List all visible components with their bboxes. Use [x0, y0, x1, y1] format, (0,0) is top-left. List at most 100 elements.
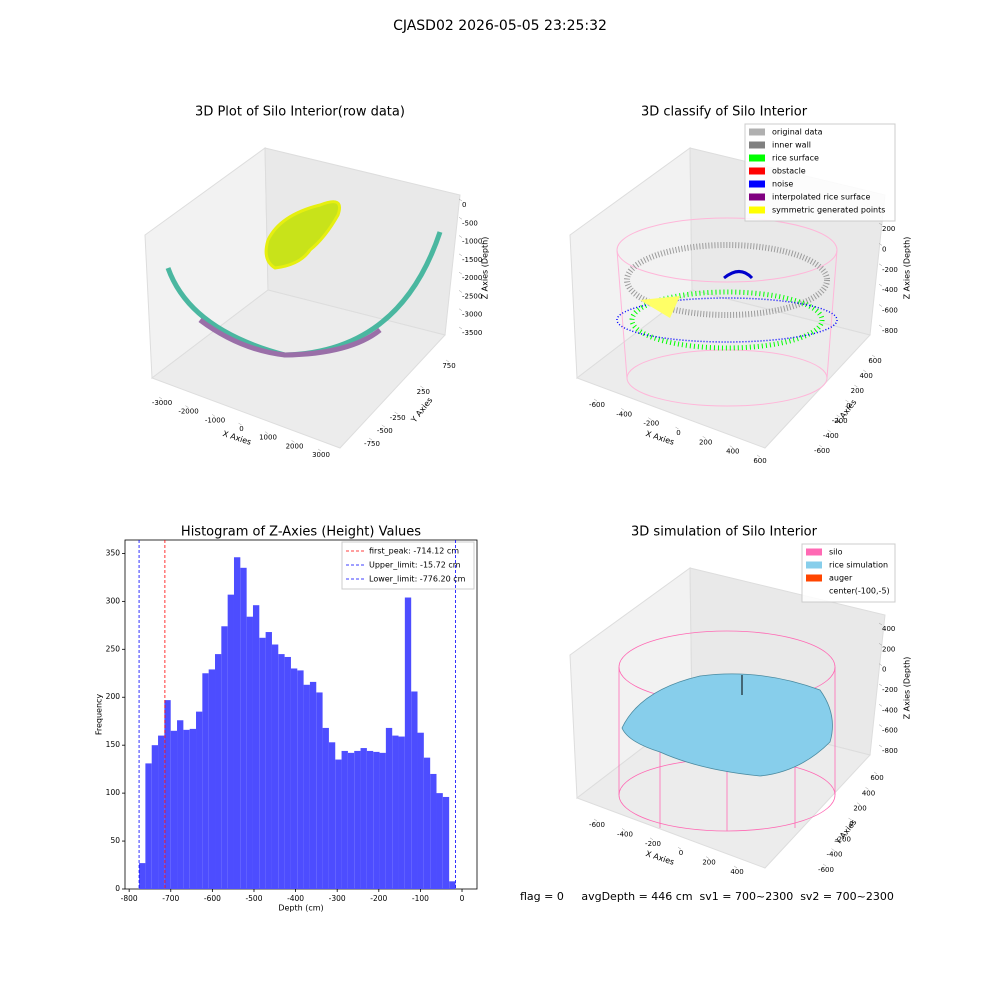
z-tick — [458, 271, 463, 275]
y-tick-label: -250 — [390, 414, 406, 422]
legend-patch — [806, 587, 822, 595]
z-tick-label: 0 — [462, 201, 466, 209]
y-tick-label: 250 — [417, 388, 430, 396]
y-tick-label: 150 — [106, 740, 121, 749]
x-tick-label: -600 — [589, 821, 605, 829]
x-tick-label: 600 — [753, 457, 766, 465]
x-tick — [621, 408, 625, 411]
bar — [139, 863, 146, 889]
legend-patch — [749, 141, 765, 149]
x-tick-label: -3000 — [152, 399, 172, 407]
y-tick — [420, 385, 424, 389]
legend-label: obstacle — [772, 167, 806, 176]
legend-label: rice surface — [772, 154, 819, 163]
x-tick-label: -200 — [370, 894, 387, 903]
y-tick-label: -200 — [832, 417, 848, 425]
y-tick — [865, 787, 869, 790]
row-data-blob — [264, 200, 341, 270]
bar — [404, 597, 412, 889]
bar — [373, 751, 380, 889]
z-tick — [878, 744, 883, 748]
bar — [366, 750, 374, 889]
z-tick — [458, 198, 463, 202]
z-tick-label: -500 — [462, 219, 478, 227]
classify-cloud — [616, 217, 838, 407]
bar — [252, 605, 260, 889]
z-tick — [878, 643, 883, 646]
x-tick-label: 3000 — [312, 451, 330, 459]
z-tick-label: -3000 — [462, 311, 482, 319]
bar — [360, 748, 367, 889]
z-tick-label: -400 — [882, 286, 898, 294]
z-tick — [878, 622, 883, 626]
bar — [417, 732, 424, 889]
bar — [309, 681, 317, 889]
y-tick-label: 100 — [106, 788, 121, 797]
y-tick — [394, 411, 398, 415]
z-tick-label: 0 — [882, 666, 886, 674]
y-tick-label: 250 — [106, 644, 121, 653]
y-tick — [854, 384, 858, 388]
z-tick-label: -1500 — [462, 256, 482, 264]
z-tick-label: 200 — [882, 225, 895, 233]
x-tick-label: -600 — [589, 401, 605, 409]
x-tick-label: 1000 — [259, 434, 277, 442]
x-tick — [729, 445, 733, 448]
legend-label: symmetric generated points — [772, 206, 885, 215]
bar — [227, 594, 234, 889]
z-tick-label: -200 — [882, 266, 898, 274]
legend-label: interpolated rice surface — [772, 193, 870, 202]
y-tick — [822, 863, 827, 867]
bar — [341, 750, 348, 889]
x-tick — [264, 431, 269, 434]
y-tick — [831, 848, 835, 851]
bar — [379, 752, 386, 889]
y-tick — [839, 833, 844, 836]
x-tick — [705, 856, 710, 859]
bar — [189, 728, 197, 889]
z-tick — [878, 324, 883, 328]
x-tick — [317, 448, 322, 452]
bar — [449, 881, 456, 889]
z-tick-label: 0 — [882, 245, 886, 253]
legend-patch — [749, 154, 765, 162]
bar — [151, 745, 159, 889]
x-tick — [675, 426, 679, 430]
x-tick — [158, 396, 163, 400]
x-tick-label: -400 — [287, 894, 304, 903]
z-axis-label: Z Axies (Depth) — [481, 237, 490, 300]
x-tick-label: 0 — [239, 425, 243, 433]
bar — [196, 711, 203, 889]
z-tick — [458, 253, 463, 257]
legend-label: silo — [829, 548, 843, 557]
z-tick-label: -2000 — [462, 274, 482, 282]
z-tick — [878, 304, 883, 307]
legend-patch — [749, 167, 765, 175]
y-tick-label: -750 — [364, 440, 380, 448]
z-tick-label: -800 — [882, 327, 898, 335]
bar — [158, 735, 165, 889]
z-tick — [878, 704, 883, 707]
z-tick-label: -1000 — [462, 238, 482, 246]
x-tick-label: -300 — [329, 894, 346, 903]
y-tick-label: -400 — [827, 851, 843, 859]
bar — [221, 626, 228, 889]
y-tick-label: -400 — [823, 432, 839, 440]
footer: flag = 0 avgDepth = 446 cm sv1 = 700~230… — [520, 890, 894, 903]
z-tick-label: 200 — [882, 645, 895, 653]
x-tick-label: -1000 — [205, 416, 225, 424]
y-tick-label: 0 — [846, 402, 850, 410]
legend-label: inner wall — [772, 141, 811, 150]
z-tick-label: -800 — [882, 747, 898, 755]
bar — [259, 637, 266, 889]
legend-label: original data — [772, 128, 823, 137]
z-tick — [878, 243, 883, 246]
bar — [398, 736, 405, 889]
z-tick-label: -600 — [882, 727, 898, 735]
x-tick-label: 0 — [676, 429, 680, 437]
bar — [436, 793, 443, 889]
z-tick — [458, 326, 463, 330]
y-tick-label: 400 — [859, 372, 872, 380]
legend-label: first_peak: -714.12 cm — [369, 547, 459, 556]
x-tick — [733, 865, 738, 869]
